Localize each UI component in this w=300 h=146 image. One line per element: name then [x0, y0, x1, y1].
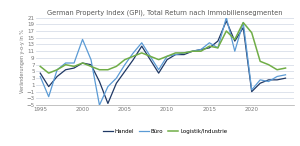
Logistik/Industrie: [208, 45, 211, 47]
Büro: [115, 77, 118, 79]
Logistik/Industrie: [38, 66, 42, 67]
Handel: [182, 54, 186, 55]
Title: German Property Index (GPI), Total Return nach Immobiliensegmenten: German Property Index (GPI), Total Retur…: [47, 10, 283, 16]
Büro: [191, 50, 194, 52]
Büro: [258, 79, 262, 81]
Büro: [165, 55, 169, 57]
Büro: [55, 69, 59, 71]
Büro: [64, 62, 68, 64]
Büro: [81, 39, 84, 40]
Handel: [191, 50, 194, 52]
Logistik/Industrie: [191, 50, 194, 52]
Büro: [284, 74, 287, 76]
Handel: [115, 82, 118, 84]
Legend: Handel, Büro, Logistik/Industrie: Handel, Büro, Logistik/Industrie: [100, 127, 230, 137]
Handel: [106, 102, 110, 104]
Handel: [216, 40, 220, 42]
Logistik/Industrie: [199, 50, 203, 52]
Büro: [98, 104, 101, 106]
Logistik/Industrie: [165, 55, 169, 57]
Logistik/Industrie: [123, 59, 127, 60]
Büro: [47, 96, 50, 98]
Logistik/Industrie: [250, 32, 253, 34]
Handel: [55, 76, 59, 77]
Logistik/Industrie: [81, 62, 84, 64]
Büro: [140, 42, 143, 44]
Line: Handel: Handel: [40, 21, 286, 103]
Büro: [123, 64, 127, 66]
Büro: [199, 49, 203, 50]
Büro: [267, 81, 270, 82]
Handel: [242, 27, 245, 28]
Logistik/Industrie: [157, 59, 160, 60]
Logistik/Industrie: [98, 69, 101, 71]
Büro: [106, 86, 110, 87]
Handel: [72, 67, 76, 69]
Büro: [148, 55, 152, 57]
Logistik/Industrie: [267, 64, 270, 66]
Büro: [72, 62, 76, 64]
Handel: [250, 91, 253, 93]
Büro: [38, 76, 42, 77]
Büro: [275, 76, 279, 77]
Büro: [224, 17, 228, 18]
Büro: [182, 52, 186, 54]
Logistik/Industrie: [47, 72, 50, 74]
Logistik/Industrie: [72, 66, 76, 67]
Handel: [140, 45, 143, 47]
Logistik/Industrie: [89, 66, 93, 67]
Handel: [98, 81, 101, 82]
Logistik/Industrie: [131, 55, 135, 57]
Logistik/Industrie: [174, 52, 177, 54]
Logistik/Industrie: [64, 64, 68, 66]
Logistik/Industrie: [216, 47, 220, 49]
Logistik/Industrie: [258, 60, 262, 62]
Handel: [284, 77, 287, 79]
Logistik/Industrie: [106, 69, 110, 71]
Handel: [208, 47, 211, 49]
Büro: [250, 89, 253, 91]
Line: Logistik/Industrie: Logistik/Industrie: [40, 23, 286, 73]
Handel: [81, 62, 84, 64]
Handel: [233, 40, 237, 42]
Handel: [174, 54, 177, 55]
Logistik/Industrie: [284, 67, 287, 69]
Büro: [157, 69, 160, 71]
Handel: [64, 69, 68, 71]
Handel: [157, 72, 160, 74]
Logistik/Industrie: [148, 55, 152, 57]
Büro: [89, 59, 93, 60]
Handel: [224, 20, 228, 22]
Line: Büro: Büro: [40, 18, 286, 105]
Logistik/Industrie: [275, 69, 279, 71]
Logistik/Industrie: [140, 52, 143, 54]
Logistik/Industrie: [233, 39, 237, 40]
Logistik/Industrie: [224, 30, 228, 32]
Büro: [242, 22, 245, 24]
Handel: [131, 59, 135, 60]
Handel: [89, 64, 93, 66]
Büro: [174, 54, 177, 55]
Handel: [165, 59, 169, 60]
Büro: [208, 42, 211, 44]
Logistik/Industrie: [115, 66, 118, 67]
Handel: [123, 71, 127, 72]
Logistik/Industrie: [55, 69, 59, 71]
Handel: [199, 49, 203, 50]
Büro: [131, 52, 135, 54]
Handel: [275, 79, 279, 81]
Handel: [267, 79, 270, 81]
Büro: [216, 47, 220, 49]
Y-axis label: Veränderungen y-o-y in %: Veränderungen y-o-y in %: [20, 29, 25, 93]
Handel: [148, 59, 152, 60]
Büro: [233, 50, 237, 52]
Logistik/Industrie: [242, 22, 245, 24]
Handel: [47, 86, 50, 87]
Handel: [38, 72, 42, 74]
Logistik/Industrie: [182, 52, 186, 54]
Handel: [258, 82, 262, 84]
